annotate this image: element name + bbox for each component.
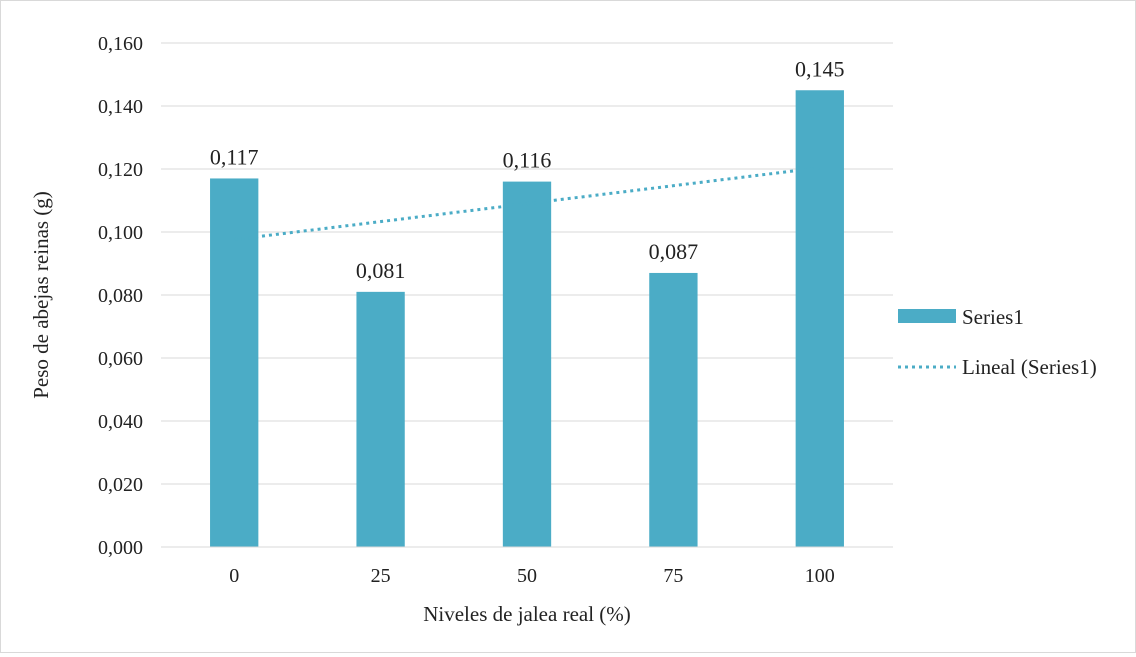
x-tick-label: 50 (517, 565, 537, 587)
x-tick-label: 75 (663, 565, 683, 587)
y-tick-label: 0,000 (98, 537, 143, 559)
trendline-layer (234, 166, 820, 242)
y-tick-label: 0,160 (98, 33, 143, 55)
y-tick-label: 0,060 (98, 348, 143, 370)
data-labels: 0,117 0,081 0,116 0,087 0,145 (210, 56, 845, 283)
x-tick-label: 0 (229, 565, 239, 587)
bar (356, 291, 405, 547)
legend-label-series1: Series1 (962, 305, 1024, 329)
bar (210, 178, 259, 547)
y-tick-label: 0,040 (98, 411, 143, 433)
data-label: 0,087 (649, 239, 699, 264)
legend-label-trendline: Lineal (Series1) (962, 355, 1097, 379)
legend: Series1 Lineal (Series1) (898, 305, 1097, 379)
y-axis-title: Peso de abejas reinas (g) (29, 191, 53, 399)
bar (649, 272, 698, 547)
x-tick-label: 25 (371, 565, 391, 587)
bar (795, 90, 844, 547)
trendline (234, 166, 820, 242)
legend-swatch-series1 (898, 309, 956, 323)
y-tick-label: 0,020 (98, 474, 143, 496)
y-axis-ticks: 0,000 0,020 0,040 0,060 0,080 0,100 0,120 0,140… (98, 33, 143, 559)
data-label: 0,081 (356, 258, 406, 283)
bars (210, 90, 844, 547)
y-tick-label: 0,140 (98, 96, 143, 118)
x-axis-ticks: 0 25 50 75 100 (229, 565, 835, 587)
data-label: 0,116 (503, 148, 552, 173)
bar (502, 181, 552, 547)
x-tick-label: 100 (805, 565, 835, 587)
data-label: 0,117 (210, 144, 259, 169)
y-tick-label: 0,080 (98, 285, 143, 307)
x-axis-title: Niveles de jalea real (%) (423, 602, 631, 626)
y-tick-label: 0,100 (98, 222, 143, 244)
data-label: 0,145 (795, 56, 845, 81)
y-tick-label: 0,120 (98, 159, 143, 181)
